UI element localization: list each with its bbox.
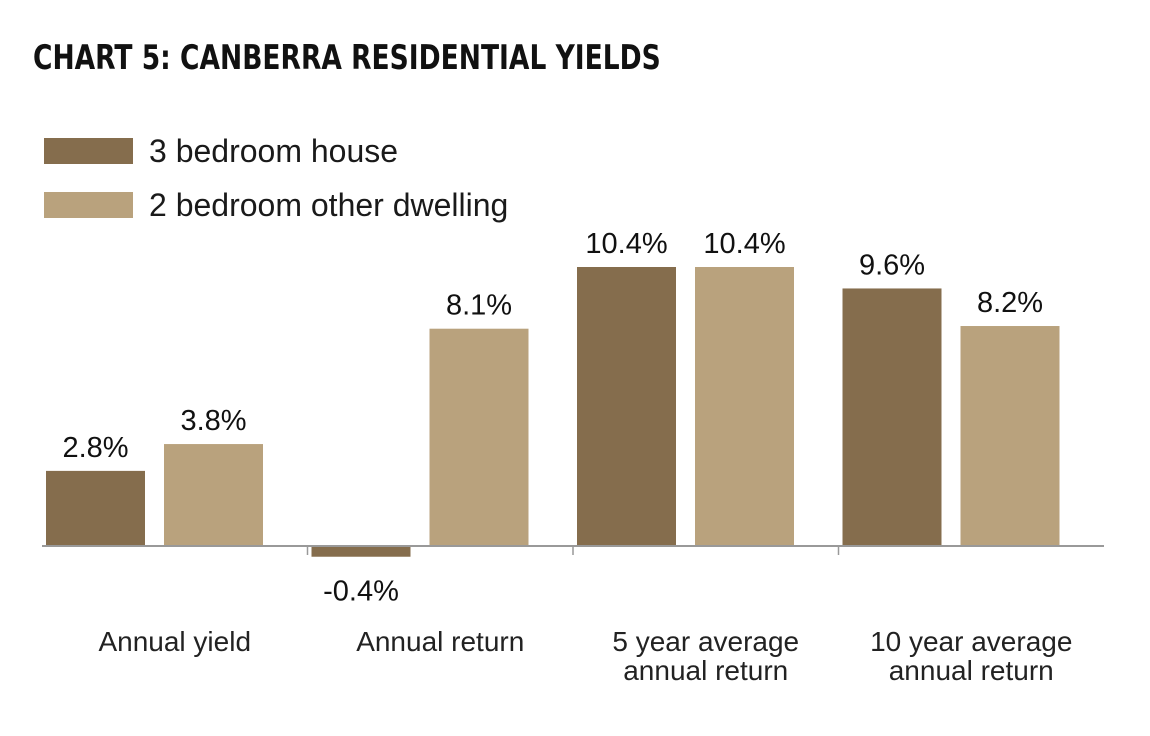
legend-label-3-bedroom-house: 3 bedroom house xyxy=(149,132,399,169)
data-label-1-2: 10.4% xyxy=(703,228,785,260)
category-label-0: Annual yield xyxy=(98,626,251,657)
legend-swatch-2-bedroom-other-dwelling xyxy=(44,192,133,218)
data-label-0-2: 10.4% xyxy=(585,228,667,260)
legend-item-2-bedroom-other-dwelling: 2 bedroom other dwelling xyxy=(44,187,508,223)
chart-title: CHART 5: CANBERRA RESIDENTIAL YIELDS xyxy=(33,38,661,78)
bar-1-1 xyxy=(429,328,529,546)
data-label-0-3: 9.6% xyxy=(859,249,925,281)
category-label-3: 10 year average xyxy=(870,626,1072,657)
legend-swatch-3-bedroom-house xyxy=(44,138,133,164)
bar-0-3 xyxy=(842,288,942,546)
data-label-1-1: 8.1% xyxy=(446,290,512,322)
category-label-2-line2: annual return xyxy=(623,655,788,686)
bar-1-0 xyxy=(164,444,263,546)
data-label-0-0: 2.8% xyxy=(62,432,128,464)
data-label-1-3: 8.2% xyxy=(977,287,1043,319)
bar-1-3 xyxy=(960,326,1060,546)
bar-1-2 xyxy=(695,267,794,546)
bar-0-2 xyxy=(577,267,676,546)
bar-0-1 xyxy=(311,546,411,557)
category-label-2: 5 year average xyxy=(612,626,799,657)
data-label-1-0: 3.8% xyxy=(180,405,246,437)
bar-0-0 xyxy=(46,470,145,546)
category-label-3-line2: annual return xyxy=(889,655,1054,686)
data-label-0-1: -0.4% xyxy=(323,576,399,608)
category-label-1: Annual return xyxy=(356,626,524,657)
legend-item-3-bedroom-house: 3 bedroom house xyxy=(44,133,398,169)
legend-label-2-bedroom-other-dwelling: 2 bedroom other dwelling xyxy=(149,186,509,223)
